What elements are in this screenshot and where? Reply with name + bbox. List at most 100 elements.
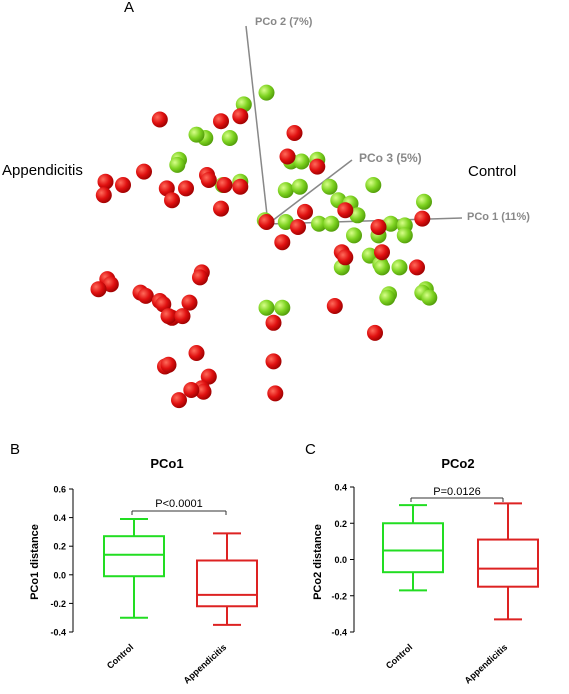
point-appendicitis-17 xyxy=(213,200,229,217)
pco1-significance-bracket: P<0.0001 xyxy=(131,498,227,515)
point-appendicitis-53 xyxy=(171,392,187,409)
point-appendicitis-23 xyxy=(370,219,387,235)
pco2-y-tick-label-3: 0.2 xyxy=(334,519,347,529)
group-label-appendicitis: Appendicitis xyxy=(2,162,83,179)
pco1-y-tick-label-2: 0.0 xyxy=(53,570,66,580)
point-control-7 xyxy=(293,153,310,170)
panel-label-c: C xyxy=(305,441,316,458)
pcoa-scatter-plot: PCo 1 (11%) PCo 2 (7%) PCo 3 (5%) Append… xyxy=(2,16,530,409)
pco2-axis-label: PCo 2 (7%) xyxy=(255,16,313,28)
point-appendicitis-19 xyxy=(337,202,354,219)
pco1-control-box xyxy=(103,535,165,578)
point-appendicitis-7 xyxy=(115,177,131,193)
point-appendicitis-28 xyxy=(409,259,425,276)
point-control-25 xyxy=(396,227,413,244)
point-appendicitis-16 xyxy=(164,192,180,209)
point-appendicitis-14 xyxy=(232,178,249,195)
point-appendicitis-30 xyxy=(192,269,208,286)
pco1-category-label-control: Control xyxy=(105,642,135,671)
point-appendicitis-27 xyxy=(374,244,390,261)
point-appendicitis-47 xyxy=(160,356,177,373)
point-control-32 xyxy=(379,289,396,306)
point-appendicitis-52 xyxy=(265,353,282,370)
point-appendicitis-4 xyxy=(279,148,296,165)
point-appendicitis-43 xyxy=(265,314,282,331)
point-control-37 xyxy=(258,299,275,316)
pco1-appendicitis-box xyxy=(196,559,258,608)
pco3-axis-line xyxy=(267,159,353,225)
point-control-3 xyxy=(169,156,186,173)
pco1-boxplot-title: PCo1 xyxy=(150,456,183,471)
point-appendicitis-5 xyxy=(309,158,326,175)
pco2-y-tick-label-0: -0.4 xyxy=(331,628,347,638)
point-control-21 xyxy=(346,227,362,244)
point-appendicitis-0 xyxy=(213,113,229,130)
point-appendicitis-33 xyxy=(90,281,107,298)
point-appendicitis-41 xyxy=(160,308,177,325)
pco2-axis-line xyxy=(245,25,269,225)
point-control-18 xyxy=(323,215,340,232)
point-appendicitis-8 xyxy=(97,173,114,190)
pco1-boxes xyxy=(103,518,258,626)
point-appendicitis-22 xyxy=(414,210,431,227)
point-appendicitis-21 xyxy=(290,219,306,235)
point-control-17 xyxy=(311,215,327,232)
point-appendicitis-10 xyxy=(178,180,194,197)
pco2-category-label-appendicitis: Appendicitis xyxy=(463,642,510,686)
point-appendicitis-2 xyxy=(151,111,168,128)
point-appendicitis-35 xyxy=(137,287,154,304)
point-control-40 xyxy=(188,126,205,143)
pco1-y-tick-label-5: 0.6 xyxy=(53,485,66,495)
pco2-y-ticks: -0.4 -0.2 0.0 0.2 0.4 xyxy=(331,483,355,638)
pco2-y-tick-label-2: 0.0 xyxy=(334,555,347,565)
pco1-y-tick-label-4: 0.4 xyxy=(53,513,66,523)
point-appendicitis-26 xyxy=(337,249,354,266)
point-appendicitis-3 xyxy=(286,125,303,141)
pco2-control-box xyxy=(382,522,444,574)
point-control-20 xyxy=(349,207,366,224)
pco2-y-tick-label-1: -0.2 xyxy=(331,591,347,601)
group-label-control: Control xyxy=(468,163,516,180)
point-appendicitis-39 xyxy=(326,298,343,314)
pco1-boxplot: PCo1 PCo1 distance -0.4-0.20.00.20.40.6 … xyxy=(29,456,258,686)
point-control-30 xyxy=(391,259,408,276)
point-control-36 xyxy=(274,299,291,316)
point-appendicitis-51 xyxy=(183,382,200,398)
pco1-p-value: P<0.0001 xyxy=(155,498,202,510)
pco2-appendicitis-box xyxy=(477,538,539,588)
pco1-y-tick-label-1: -0.2 xyxy=(50,599,66,609)
point-control-19 xyxy=(382,215,399,232)
point-appendicitis-42 xyxy=(174,308,191,325)
pco2-boxplot: PCo2 PCo2 distance -0.4 -0.2 0.0 0.2 0.4 Con… xyxy=(312,456,539,686)
point-control-9 xyxy=(277,182,294,199)
pco1-y-ticks: -0.4 -0.2 0.0 0.2 0.4 0.6 xyxy=(50,485,74,638)
point-control-14 xyxy=(365,177,382,193)
pco2-significance-bracket: P=0.0126 xyxy=(410,486,504,502)
point-appendicitis-38 xyxy=(181,294,198,311)
point-control-23 xyxy=(416,193,432,210)
pco3-axis-label: PCo 3 (5%) xyxy=(359,151,422,165)
point-control-13 xyxy=(291,178,308,195)
point-appendicitis-54 xyxy=(267,385,284,402)
point-control-35 xyxy=(421,289,438,306)
point-appendicitis-1 xyxy=(232,108,249,125)
point-appendicitis-9 xyxy=(95,187,112,204)
pco2-boxes xyxy=(382,502,539,621)
point-appendicitis-6 xyxy=(136,163,152,180)
pco2-y-tick-label-4: 0.4 xyxy=(334,483,347,493)
pcoa-axes: PCo 1 (11%) PCo 2 (7%) PCo 3 (5%) xyxy=(245,16,530,225)
point-appendicitis-32 xyxy=(102,276,119,293)
point-control-0 xyxy=(258,84,275,101)
pco2-boxplot-ylabel: PCo2 distance xyxy=(312,524,324,600)
point-appendicitis-20 xyxy=(258,214,275,230)
point-control-29 xyxy=(374,259,390,276)
pco1-category-label-appendicitis: Appendicitis xyxy=(182,642,229,686)
point-appendicitis-48 xyxy=(200,368,217,385)
pco2-p-value: P=0.0126 xyxy=(433,486,480,498)
pcoa-points xyxy=(90,84,438,409)
point-appendicitis-44 xyxy=(367,324,383,341)
panel-label-b: B xyxy=(10,441,20,458)
point-appendicitis-13 xyxy=(216,177,233,193)
point-control-39 xyxy=(221,130,238,146)
